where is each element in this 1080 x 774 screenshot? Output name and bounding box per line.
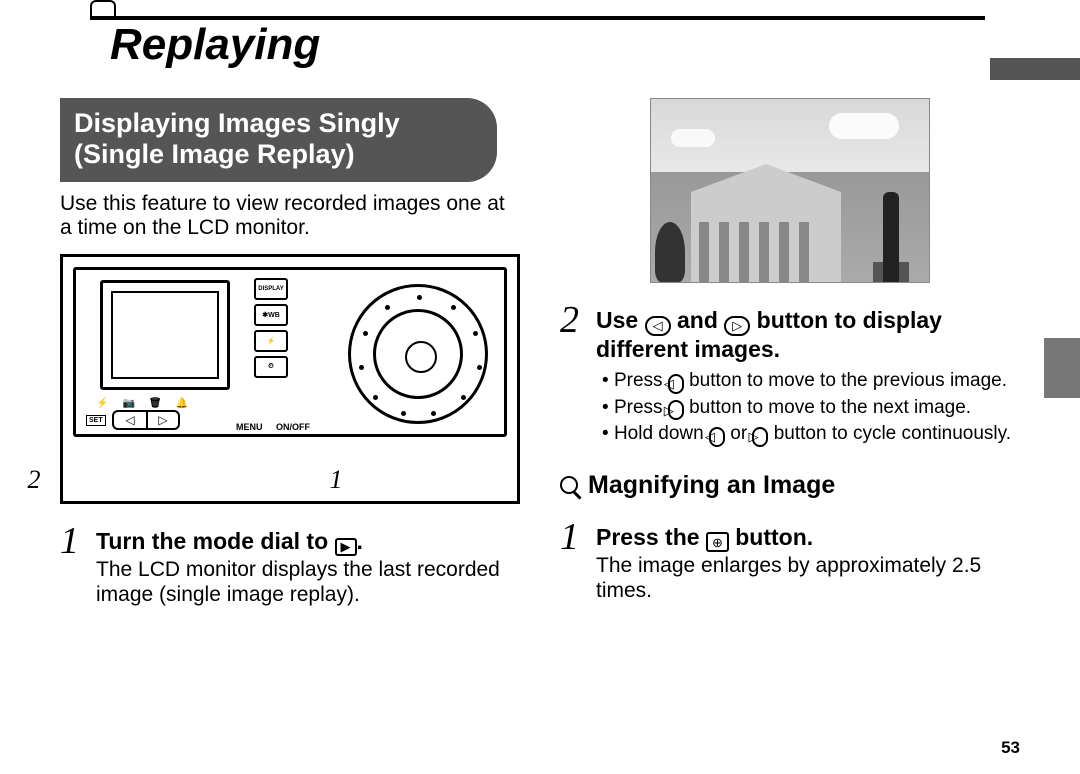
chapter-title: Replaying	[110, 20, 320, 70]
diagram-callout-1: 1	[330, 465, 343, 495]
step-title: Press the ⊕ button.	[596, 524, 1020, 553]
right-arrow-icon: ▷	[668, 400, 684, 420]
nav-buttons-diagram: ◁▷	[112, 410, 180, 430]
onoff-label: ON/OFF	[276, 422, 310, 432]
mode-dial-diagram	[348, 284, 488, 424]
step-number: 1	[60, 522, 86, 607]
diagram-callout-2: 2	[28, 465, 41, 495]
step-bullets: Press ◁ button to move to the previous i…	[596, 369, 1020, 447]
page-number: 53	[1001, 738, 1020, 758]
left-arrow-icon: ◁	[668, 374, 684, 394]
chapter-header: Replaying	[60, 8, 1020, 78]
step-title: Use ◁ and ▷ button to display different …	[596, 307, 1020, 363]
section-intro: Use this feature to view recorded images…	[60, 192, 520, 240]
left-arrow-icon: ◁	[709, 427, 725, 447]
wb-button-label: ✱WB	[254, 304, 288, 326]
left-arrow-icon: ◁	[645, 316, 671, 336]
right-arrow-icon: ▷	[724, 316, 750, 336]
section-heading-line1: Displaying Images Singly	[74, 108, 477, 139]
camera-diagram: DISPLAY ✱WB ⚡ ⏲ ⚡📷🗑🔔 MENU ON/OFF SET ◁▷	[60, 254, 520, 504]
display-button-label: DISPLAY	[254, 278, 288, 300]
step-title: Turn the mode dial to ▶.	[96, 528, 520, 556]
right-step-2: 2 Use ◁ and ▷ button to display differen…	[560, 301, 1020, 449]
step-detail: The image enlarges by approximately 2.5 …	[596, 554, 1020, 604]
left-step-1: 1 Turn the mode dial to ▶. The LCD monit…	[60, 522, 520, 607]
step-detail: The LCD monitor displays the last record…	[96, 558, 520, 608]
set-label: SET	[86, 415, 106, 426]
play-icon: ▶	[335, 538, 357, 556]
step-number: 2	[560, 301, 586, 449]
right-arrow-icon: ▷	[752, 427, 768, 447]
section-heading: Displaying Images Singly (Single Image R…	[60, 98, 497, 182]
right-step-1: 1 Press the ⊕ button. The image enlarges…	[560, 518, 1020, 604]
menu-label: MENU	[236, 422, 263, 432]
side-tab	[1044, 338, 1080, 398]
sample-photo	[650, 98, 930, 283]
zoom-icon: ⊕	[706, 532, 729, 552]
subheading-magnifying: Magnifying an Image	[560, 471, 1020, 500]
step-number: 1	[560, 518, 586, 604]
magnify-icon	[560, 476, 578, 494]
section-heading-line2: (Single Image Replay)	[74, 139, 477, 170]
